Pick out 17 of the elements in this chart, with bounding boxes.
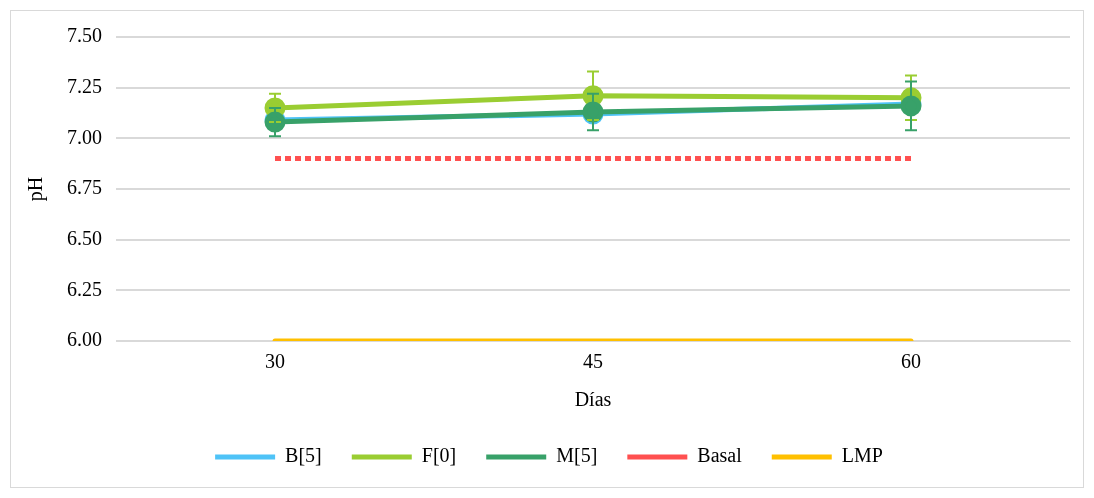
legend-label: M[5] [556,444,598,467]
legend-label: LMP [841,444,883,467]
legend-label: F[0] [421,444,457,467]
y-tick-label: 6.50 [67,226,102,249]
y-tick-label: 6.00 [67,328,102,351]
legend-label: Basal [697,444,743,467]
y-tick-label: 7.25 [67,74,102,97]
legend-label: B[5] [285,444,322,467]
y-tick-label: 7.00 [67,125,102,148]
y-tick-label: 6.75 [67,176,102,199]
x-tick-label: 45 [583,350,603,373]
y-tick-label: 7.50 [67,24,102,47]
y-axis-title: pH [24,176,48,202]
x-tick-label: 30 [265,350,285,373]
x-axis-title: Días [574,388,612,411]
y-tick-label: 6.25 [67,277,102,300]
x-tick-label: 60 [901,350,921,373]
